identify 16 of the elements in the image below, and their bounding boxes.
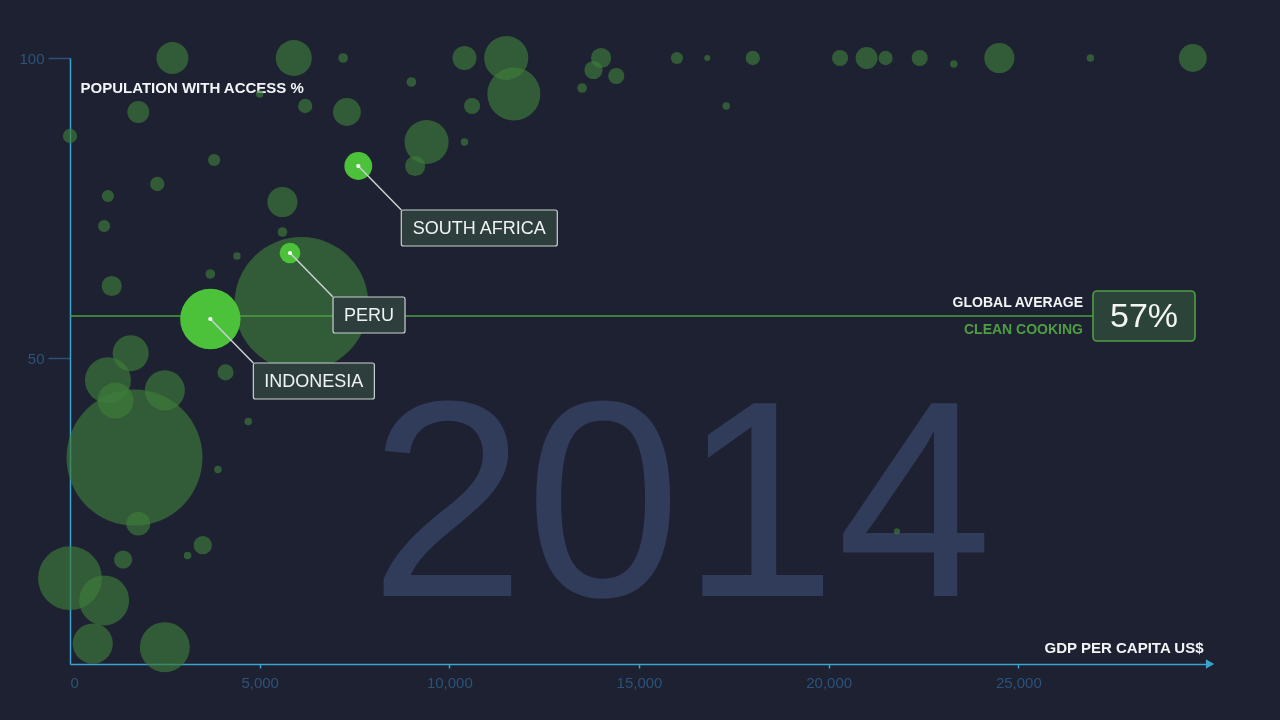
annotation: INDONESIA [264, 371, 364, 391]
x-tick-label: 15,000 [616, 673, 663, 691]
annotation: PERU [344, 305, 395, 325]
y-axis-title: POPULATION WITH ACCESS % [80, 78, 304, 96]
x-tick-label: 25,000 [995, 673, 1042, 691]
annotation: GLOBAL AVERAGE [952, 294, 1083, 310]
x-tick-label: 20,000 [806, 673, 853, 691]
x-tick-label: 0 [70, 673, 79, 691]
x-tick-label: 5,000 [241, 673, 279, 691]
x-tick-label: 10,000 [426, 673, 473, 691]
annotation: SOUTH AFRICA [412, 218, 546, 238]
y-tick-label: 100 [19, 49, 45, 67]
y-tick-label: 50 [27, 349, 45, 367]
annotation: CLEAN COOKING [964, 321, 1084, 337]
x-axis-title: GDP PER CAPITA US$ [1044, 638, 1205, 656]
ref-line-label: 57% [1109, 296, 1179, 334]
